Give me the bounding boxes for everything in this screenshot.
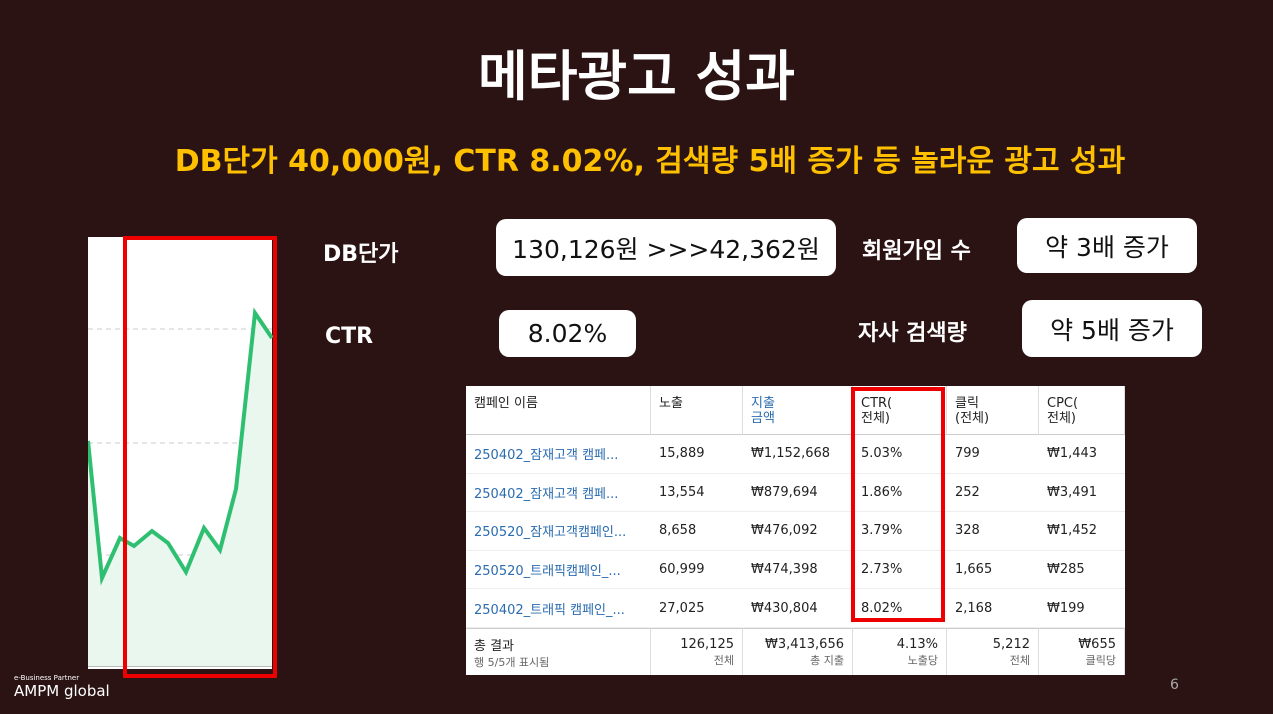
- header-text: 금액: [751, 411, 775, 426]
- metric-value: 130,126원 >>>42,362원: [496, 219, 836, 276]
- column-header: 노출: [651, 386, 743, 435]
- table-cell: 799: [947, 435, 1039, 474]
- table-cell: 5.03%: [853, 435, 947, 474]
- table-cell: 3.79%: [853, 512, 947, 551]
- column-header: CTR(전체): [853, 386, 947, 435]
- total-note: 총 지출: [810, 653, 844, 667]
- table-cell: 8.02%: [853, 589, 947, 628]
- table-cell: 2,168: [947, 589, 1039, 628]
- campaign-name: 250402_잠재고객 캠페...: [466, 474, 651, 513]
- table-cell: ₩1,452: [1039, 512, 1125, 551]
- total-cell: 5,212 전체: [947, 628, 1039, 675]
- metric-value: 약 5배 증가: [1022, 300, 1202, 357]
- table-cell: 1.86%: [853, 474, 947, 513]
- total-note: 전체: [713, 653, 734, 667]
- table-cell: ₩1,443: [1039, 435, 1125, 474]
- campaign-name: 250520_잠재고객캠페인...: [466, 512, 651, 551]
- column-header: CPC(전체): [1039, 386, 1125, 435]
- page-number: 6: [1170, 677, 1179, 693]
- title: 메타광고 성과: [478, 45, 795, 108]
- header-text: 클릭: [955, 396, 979, 411]
- table-cell: ₩285: [1039, 551, 1125, 590]
- total-cell: 4.13% 노출당: [853, 628, 947, 675]
- metric-label: 회원가입 수: [862, 239, 971, 264]
- table-cell: 328: [947, 512, 1039, 551]
- table-cell: 15,889: [651, 435, 743, 474]
- metric-label: 자사 검색량: [858, 321, 967, 346]
- table-cell: 2.73%: [853, 551, 947, 590]
- metric-value: 8.02%: [499, 310, 636, 357]
- total-value: ₩655: [1078, 636, 1116, 652]
- total-value: 총 결과: [474, 638, 515, 654]
- header-text: CTR(: [861, 396, 893, 411]
- table-cell: ₩474,398: [743, 551, 853, 590]
- header-text: 전체): [1047, 411, 1076, 426]
- table-cell: ₩1,152,668: [743, 435, 853, 474]
- metric-label: DB단가: [323, 242, 399, 267]
- campaign-name: 250402_잠재고객 캠페...: [466, 435, 651, 474]
- total-cell: ₩3,413,656 총 지출: [743, 628, 853, 675]
- header-text: 노출: [659, 396, 683, 411]
- total-cell: 126,125 전체: [651, 628, 743, 675]
- total-value: 5,212: [992, 636, 1030, 652]
- metric-label: CTR: [325, 324, 374, 349]
- metric-value: 약 3배 증가: [1017, 218, 1197, 273]
- total-value: 4.13%: [896, 636, 938, 652]
- highlight-box: [851, 387, 945, 622]
- column-header: 클릭 (전체): [947, 386, 1039, 435]
- table-cell: 60,999: [651, 551, 743, 590]
- table-cell: 1,665: [947, 551, 1039, 590]
- table-cell: ₩430,804: [743, 589, 853, 628]
- table-cell: ₩199: [1039, 589, 1125, 628]
- header-text: (전체): [955, 411, 990, 426]
- chart-crop: [88, 236, 277, 678]
- header-text: CPC(: [1047, 396, 1079, 411]
- total-note: 전체: [1009, 653, 1030, 667]
- total-value: 126,125: [680, 636, 734, 652]
- header-text: 전체): [861, 411, 890, 426]
- campaign-table: 캠페인 이름 노출 지출 금액 CTR(전체) 클릭 (전체) CPC(전체) 250402_잠…: [466, 386, 1125, 675]
- table-cell: ₩476,092: [743, 512, 853, 551]
- campaign-name: 250402_트래픽 캠페인_...: [466, 589, 651, 628]
- total-cell: ₩655 클릭당: [1039, 628, 1125, 675]
- header-text: 캠페인 이름: [474, 396, 538, 411]
- subtitle: DB단가 40,000원, CTR 8.02%, 검색량 5배 증가 등 놀라운…: [174, 144, 1126, 179]
- logo: AMPM global: [14, 682, 110, 700]
- total-note: 행 5/5개 표시됨: [474, 655, 550, 669]
- column-header: 지출 금액: [743, 386, 853, 435]
- total-value: ₩3,413,656: [764, 636, 844, 652]
- total-cell: 총 결과 행 5/5개 표시됨: [466, 628, 651, 675]
- table-cell: 252: [947, 474, 1039, 513]
- table-cell: 8,658: [651, 512, 743, 551]
- logo-tagline: e-Business Partner: [14, 674, 80, 682]
- table-cell: ₩3,491: [1039, 474, 1125, 513]
- total-note: 클릭당: [1085, 653, 1116, 667]
- table-cell: 13,554: [651, 474, 743, 513]
- table-cell: ₩879,694: [743, 474, 853, 513]
- column-header: 캠페인 이름: [466, 386, 651, 435]
- table-cell: 27,025: [651, 589, 743, 628]
- campaign-name: 250520_트래픽캠페인_...: [466, 551, 651, 590]
- header-text: 지출: [751, 396, 775, 411]
- total-note: 노출당: [907, 653, 938, 667]
